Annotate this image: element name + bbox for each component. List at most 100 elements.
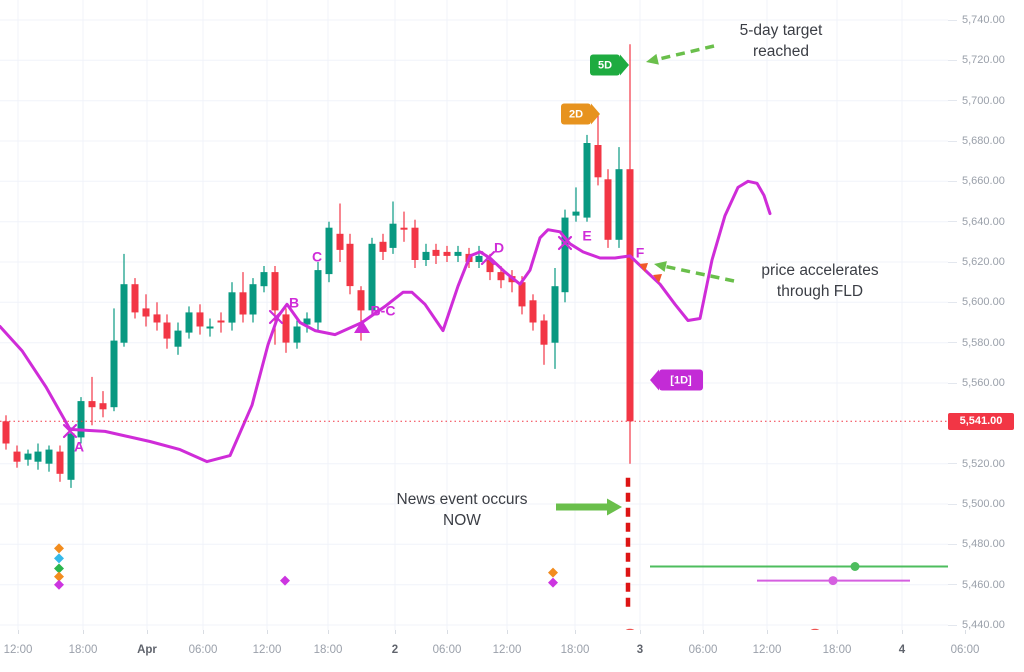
price-tick-text: 5,720.00 <box>962 54 1005 67</box>
cycle-letter-markers: A B C B-C D E F <box>62 228 645 455</box>
time-tick-label: 4 <box>898 644 906 656</box>
price-tick-label: 5,600.00 <box>948 294 1005 310</box>
annotation-5day-target[interactable]: 5-day target reached <box>739 22 823 60</box>
axis-tick-dash <box>948 463 957 465</box>
annotation-news-event[interactable]: News event occurs NOW <box>396 491 528 529</box>
svg-text:2D: 2D <box>569 108 583 120</box>
time-tick-label: 06:00 <box>432 644 462 656</box>
annotation-arrows <box>556 44 735 516</box>
axis-tick-dash <box>902 630 903 634</box>
price-tick-label: 5,560.00 <box>948 375 1005 391</box>
axis-tick-dash <box>948 584 957 586</box>
axis-tick-dash <box>948 503 957 505</box>
last-price-label: 5,541.00 <box>948 412 1014 430</box>
price-tick-text: 5,660.00 <box>962 175 1005 188</box>
time-tick-label: 18:00 <box>313 644 343 656</box>
price-tick-label: 5,660.00 <box>948 173 1005 189</box>
axis-tick-dash <box>147 630 148 634</box>
svg-text:B-C: B-C <box>371 303 396 319</box>
axis-tick-dash <box>948 59 957 61</box>
axis-tick-dash <box>948 382 957 384</box>
time-tick-label: 12:00 <box>3 644 33 656</box>
time-tick-label: 06:00 <box>950 644 980 656</box>
time-scale[interactable]: 12:00 18:00 Apr 06:00 12:00 18:00 2 06:00 12:00 1… <box>0 630 1024 672</box>
price-tick-text: 5,580.00 <box>962 336 1005 349</box>
svg-text:B: B <box>289 295 299 311</box>
axis-tick-dash <box>948 140 957 142</box>
axis-tick-dash <box>767 630 768 634</box>
price-tick-label: 5,620.00 <box>948 254 1005 270</box>
axis-tick-dash <box>575 630 576 634</box>
axis-tick-dash <box>948 261 957 263</box>
axis-tick-dash <box>83 630 84 634</box>
time-tick-label: 12:00 <box>752 644 782 656</box>
price-tick-label: 5,680.00 <box>948 133 1005 149</box>
price-tick-text: 5,520.00 <box>962 457 1005 470</box>
price-tick-label: 5,740.00 <box>948 12 1005 28</box>
axis-tick-dash <box>948 100 957 102</box>
chart-plot-area[interactable]: A B C B-C D E F 5D 2D [1D] <box>0 0 1002 646</box>
price-tick-text: 5,460.00 <box>962 578 1005 591</box>
axis-tick-dash <box>948 342 957 344</box>
axis-tick-dash <box>18 630 19 634</box>
time-tick-label: 18:00 <box>560 644 590 656</box>
axis-tick-dash <box>948 543 957 545</box>
price-tick-text: 5,600.00 <box>962 296 1005 309</box>
svg-text:[1D]: [1D] <box>670 374 692 386</box>
axis-tick-dash <box>507 630 508 634</box>
time-tick-label: 18:00 <box>68 644 98 656</box>
svg-text:D: D <box>494 240 504 256</box>
grid-lines <box>0 0 948 630</box>
time-tick-label: Apr <box>137 644 157 656</box>
axis-tick-dash <box>948 624 957 626</box>
time-tick-label: 06:00 <box>688 644 718 656</box>
time-tick-label: 12:00 <box>492 644 522 656</box>
time-tick-label: 06:00 <box>188 644 218 656</box>
fld-cross-signal-arrows <box>639 263 662 283</box>
price-tick-label: 5,480.00 <box>948 536 1005 552</box>
axis-tick-dash <box>965 630 966 634</box>
price-tick-label: 5,580.00 <box>948 335 1005 351</box>
svg-text:C: C <box>312 249 322 265</box>
time-tick-label: 12:00 <box>252 644 282 656</box>
annotation-price-accelerates[interactable]: price accelerates through FLD <box>761 262 879 300</box>
candles <box>2 44 634 488</box>
axis-tick-dash <box>703 630 704 634</box>
price-tick-text: 5,480.00 <box>962 538 1005 551</box>
svg-text:A: A <box>74 439 84 455</box>
axis-tick-dash <box>837 630 838 634</box>
price-tick-text: 5,700.00 <box>962 94 1005 107</box>
price-tick-label: 5,460.00 <box>948 577 1005 593</box>
price-tick-text: 5,640.00 <box>962 215 1005 228</box>
axis-tick-dash <box>640 630 641 634</box>
price-tick-text: 5,680.00 <box>962 135 1005 147</box>
time-tick-label: 2 <box>391 644 399 656</box>
time-tick-label: 18:00 <box>822 644 852 656</box>
price-tick-text: 5,440.00 <box>962 619 1005 631</box>
price-scale[interactable]: 5,740.00 5,720.00 5,700.00 5,680.00 5,660.00… <box>948 0 1024 633</box>
price-tick-text: 5,500.00 <box>962 498 1005 510</box>
price-tick-label: 5,640.00 <box>948 214 1005 230</box>
svg-text:5D: 5D <box>598 59 612 71</box>
axis-tick-dash <box>328 630 329 634</box>
axis-tick-dash <box>948 221 957 223</box>
price-tick-label: 5,520.00 <box>948 456 1005 472</box>
price-tick-text: 5,560.00 <box>962 377 1005 389</box>
fld-line[interactable] <box>0 179 772 464</box>
axis-tick-dash <box>267 630 268 634</box>
axis-tick-dash <box>948 19 957 21</box>
axis-tick-dash <box>948 180 957 182</box>
price-tick-text: 5,740.00 <box>962 14 1005 26</box>
forecast-level-lines <box>650 562 948 586</box>
axis-tick-dash <box>203 630 204 634</box>
price-tick-text: 5,620.00 <box>962 256 1005 268</box>
price-tick-label: 5,440.00 <box>948 617 1005 633</box>
price-tick-label: 5,700.00 <box>948 93 1005 109</box>
timeframe-tags[interactable]: 5D 2D [1D] <box>561 54 703 391</box>
svg-text:E: E <box>582 228 591 244</box>
price-tick-label: 5,500.00 <box>948 496 1005 512</box>
signal-dots <box>54 543 558 590</box>
axis-tick-dash <box>948 301 957 303</box>
